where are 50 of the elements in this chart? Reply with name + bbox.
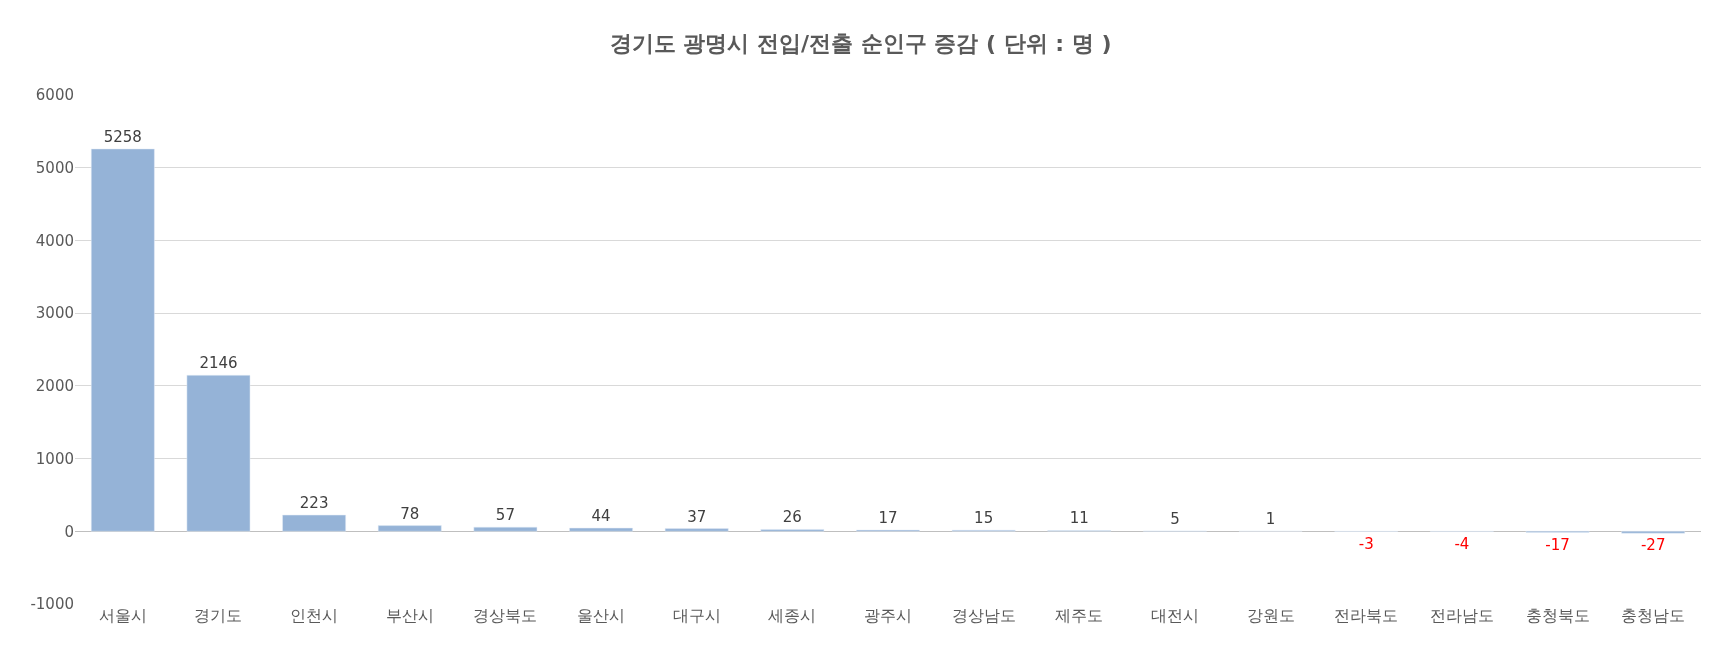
bar (91, 148, 155, 532)
y-tick-label: 6000 (35, 86, 74, 105)
data-label: -17 (1545, 535, 1570, 554)
x-tick-label: 광주시 (864, 606, 912, 625)
data-label: -3 (1358, 534, 1374, 553)
x-tick-label: 인천시 (290, 606, 339, 625)
data-label: 5258 (103, 127, 142, 146)
data-label: 44 (591, 507, 611, 526)
y-tick-label: 2000 (35, 377, 74, 396)
x-tick-label: 대구시 (672, 606, 721, 625)
data-label: 78 (400, 504, 420, 523)
x-tick-label: 울산시 (577, 606, 626, 625)
x-tick-label: 대전시 (1150, 606, 1199, 625)
data-label: -4 (1454, 534, 1470, 553)
x-tick-label: 경상남도 (951, 606, 1016, 625)
x-tick-label: 강원도 (1246, 606, 1295, 625)
x-tick-label: 전라북도 (1334, 606, 1399, 625)
bar (186, 374, 251, 532)
bar (282, 514, 346, 532)
x-tick-label: 세종시 (768, 606, 817, 625)
y-tick-label: 4000 (35, 231, 74, 250)
data-label: 37 (687, 507, 707, 526)
bar (473, 526, 538, 532)
x-tick-label: 경상북도 (473, 606, 538, 625)
data-label: 223 (299, 494, 329, 513)
bar (377, 525, 442, 532)
data-label: 26 (782, 508, 802, 527)
data-label: 5 (1170, 509, 1180, 528)
y-tick-label: 1000 (35, 449, 74, 468)
data-label: 1 (1265, 510, 1276, 529)
bar (664, 528, 729, 532)
data-label: -27 (1640, 536, 1666, 555)
data-label: 57 (495, 506, 515, 525)
x-tick-label: 서울시 (98, 606, 147, 625)
x-tick-label: 부산시 (385, 606, 434, 625)
data-label: 17 (878, 509, 898, 528)
chart-title: 경기도 광명시 전입/전출 순인구 증감 ( 단위 : 명 ) (609, 31, 1112, 57)
data-label: 15 (974, 509, 994, 528)
y-tick-label: -1000 (30, 595, 74, 614)
x-tick-label: 경기도 (194, 606, 243, 625)
x-tick-label: 충청남도 (1621, 606, 1686, 625)
y-tick-label: 0 (64, 522, 74, 541)
y-tick-label: 5000 (35, 158, 74, 177)
data-label: 11 (1069, 509, 1089, 528)
x-tick-label: 충청북도 (1525, 606, 1590, 625)
x-tick-label: 전라남도 (1429, 606, 1494, 625)
data-label: 2146 (199, 354, 238, 373)
x-tick-label: 제주도 (1055, 606, 1104, 625)
bar (569, 527, 633, 532)
y-tick-label: 3000 (35, 304, 74, 323)
